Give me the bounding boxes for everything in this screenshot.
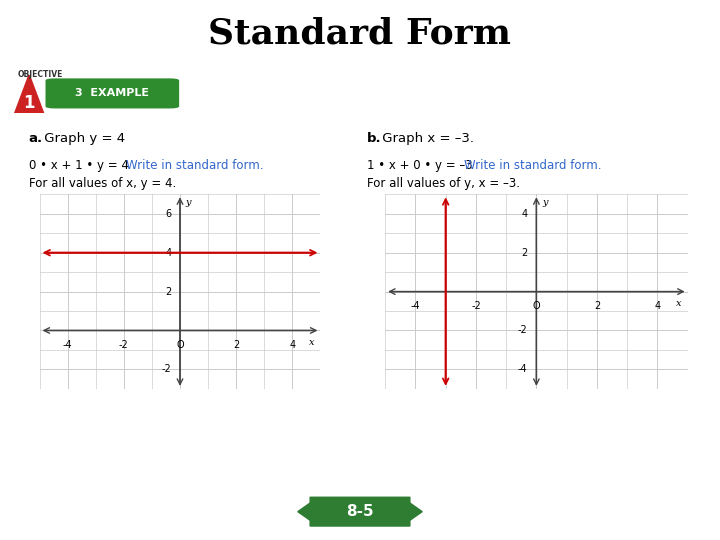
- Text: -2: -2: [162, 364, 171, 374]
- Polygon shape: [14, 75, 44, 113]
- Text: 4: 4: [289, 340, 295, 350]
- FancyBboxPatch shape: [45, 78, 179, 109]
- Text: Graph y = 4: Graph y = 4: [40, 132, 125, 145]
- Text: O: O: [176, 340, 184, 350]
- Text: b.: b.: [367, 132, 382, 145]
- Text: Additional Examples: Additional Examples: [21, 39, 134, 49]
- Text: 4: 4: [521, 209, 527, 219]
- Text: 2: 2: [166, 287, 171, 296]
- Text: a.: a.: [29, 132, 43, 145]
- Text: 8-5: 8-5: [346, 504, 374, 519]
- Text: For all values of x, y = 4.: For all values of x, y = 4.: [29, 177, 176, 190]
- Text: -2: -2: [518, 326, 527, 335]
- Text: Graph x = –3.: Graph x = –3.: [378, 132, 474, 145]
- Text: -2: -2: [119, 340, 129, 350]
- Polygon shape: [405, 500, 422, 524]
- Text: x: x: [310, 338, 315, 347]
- Text: 6: 6: [166, 209, 171, 219]
- Text: 2: 2: [594, 301, 600, 312]
- Text: 2: 2: [521, 248, 527, 258]
- Text: 2: 2: [233, 340, 239, 350]
- Text: 4: 4: [166, 248, 171, 258]
- Text: -2: -2: [471, 301, 481, 312]
- Polygon shape: [298, 500, 315, 524]
- Text: -4: -4: [63, 340, 73, 350]
- Text: For all values of y, x = –3.: For all values of y, x = –3.: [367, 177, 521, 190]
- Text: 0 • x + 1 • y = 4: 0 • x + 1 • y = 4: [29, 159, 136, 172]
- Text: 1: 1: [24, 93, 35, 112]
- Text: -4: -4: [410, 301, 420, 312]
- Text: 4: 4: [654, 301, 660, 312]
- Text: Standard Form: Standard Form: [209, 16, 511, 50]
- Text: Write in standard form.: Write in standard form.: [464, 159, 602, 172]
- Text: 3  EXAMPLE: 3 EXAMPLE: [76, 89, 149, 98]
- Text: Write in standard form.: Write in standard form.: [126, 159, 264, 172]
- Text: O: O: [533, 301, 540, 312]
- Text: y: y: [186, 198, 191, 207]
- Text: -4: -4: [518, 364, 527, 374]
- Text: y: y: [542, 198, 548, 207]
- Text: 1 • x + 0 • y = –3: 1 • x + 0 • y = –3: [367, 159, 480, 172]
- FancyBboxPatch shape: [310, 497, 410, 526]
- Text: x: x: [676, 299, 682, 308]
- Text: OBJECTIVE: OBJECTIVE: [18, 70, 63, 79]
